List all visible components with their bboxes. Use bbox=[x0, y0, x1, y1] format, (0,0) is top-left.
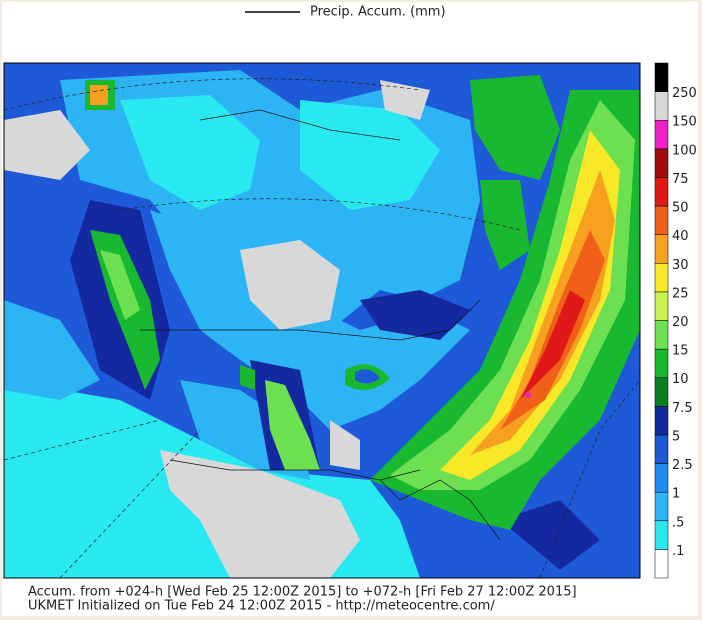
legend-label: 50 bbox=[672, 201, 689, 216]
legend-label: 10 bbox=[672, 372, 689, 387]
map-title: Precip. Accum. (mm) bbox=[310, 5, 446, 20]
footer-line: UKMET Initialized on Tue Feb 24 12:00Z 2… bbox=[28, 599, 495, 614]
legend-swatch bbox=[654, 91, 669, 121]
legend-label: 20 bbox=[672, 315, 689, 330]
legend-label: 5 bbox=[672, 429, 680, 444]
legend-label: 150 bbox=[672, 115, 697, 130]
legend-label: 250 bbox=[672, 86, 697, 101]
legend-swatch bbox=[654, 119, 669, 150]
map bbox=[3, 62, 641, 579]
legend-label: 7.5 bbox=[672, 401, 693, 416]
legend-label: 40 bbox=[672, 229, 689, 244]
legend-swatch bbox=[654, 463, 669, 493]
legend-swatch bbox=[654, 549, 669, 579]
legend-label: 30 bbox=[672, 258, 689, 273]
legend-swatch bbox=[654, 148, 669, 178]
legend-swatch bbox=[654, 291, 669, 321]
legend-swatch bbox=[654, 62, 669, 92]
legend-label: .1 bbox=[672, 544, 684, 559]
legend-label: 2.5 bbox=[672, 458, 693, 473]
legend-swatch bbox=[654, 377, 669, 407]
legend-swatch bbox=[654, 434, 669, 464]
legend-label: 75 bbox=[672, 172, 689, 187]
legend-label: 15 bbox=[672, 344, 689, 359]
legend-swatch bbox=[654, 234, 669, 264]
legend-label: 1 bbox=[672, 487, 680, 502]
legend-swatch bbox=[654, 263, 669, 293]
legend-swatch bbox=[654, 491, 669, 522]
legend-swatch bbox=[654, 177, 669, 207]
legend-swatch bbox=[654, 320, 669, 350]
legend-swatch bbox=[654, 406, 669, 436]
legend-swatch bbox=[654, 520, 669, 550]
color-legend: .1 .5 1 2.5 5 7.5 10 15 20 25 30 40 50 75 100 150 250 bbox=[654, 62, 697, 579]
legend-label: 25 bbox=[672, 286, 689, 301]
legend-label: 100 bbox=[672, 143, 697, 158]
footer-line: Accum. from +024-h [Wed Feb 25 12:00Z 20… bbox=[28, 585, 577, 600]
legend-swatch bbox=[654, 348, 669, 378]
legend-label: .5 bbox=[672, 515, 684, 530]
legend-swatch bbox=[654, 205, 669, 235]
